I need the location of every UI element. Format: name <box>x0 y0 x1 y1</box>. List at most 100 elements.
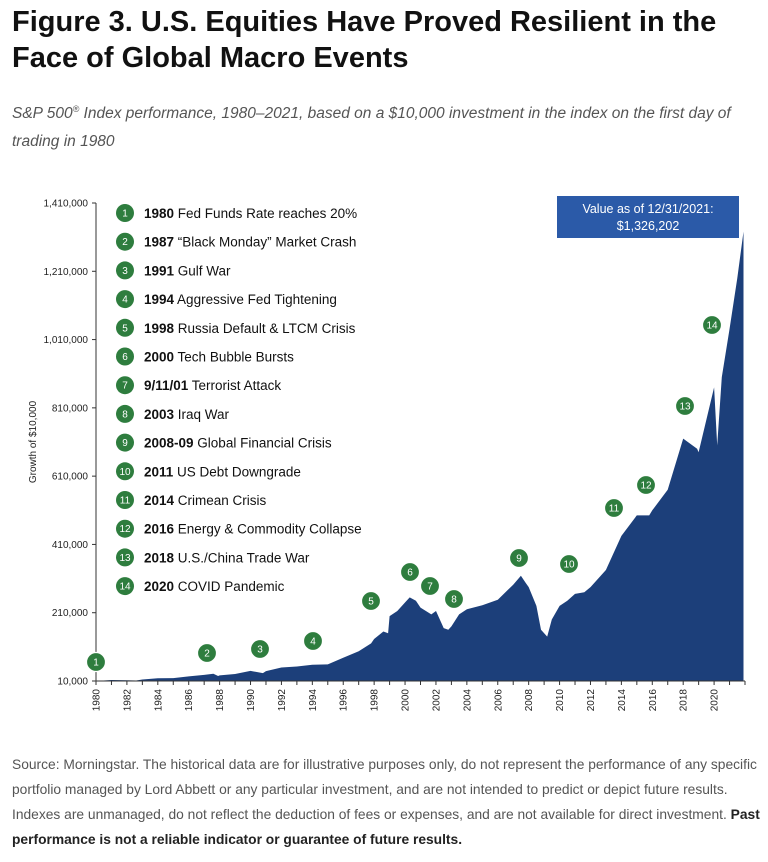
event-marker-number: 4 <box>310 637 316 648</box>
x-tick-label: 2018 <box>679 689 690 712</box>
x-tick-label: 2006 <box>493 689 504 712</box>
legend-item: 10 2011 US Debt Downgrade <box>116 462 301 481</box>
event-marker-badge <box>701 314 723 336</box>
final-value-amount: $1,326,202 <box>617 219 680 233</box>
event-marker-number: 1 <box>93 658 99 669</box>
final-value-date: Value as of 12/31/2021: <box>582 202 713 216</box>
event-marker-badge <box>302 630 324 652</box>
legend-item: 7 9/11/01 Terrorist Attack <box>116 376 281 395</box>
x-tick-label: 2008 <box>524 689 535 712</box>
legend-event-label: Fed Funds Rate reaches 20% <box>174 206 357 221</box>
y-tick-label: 410,000 <box>52 540 89 551</box>
legend-item: 8 2003 Iraq War <box>116 404 230 423</box>
legend-item: 13 2018 U.S./China Trade War <box>116 548 310 567</box>
legend-event-label: Iraq War <box>174 407 230 422</box>
legend-number-badge <box>116 519 134 538</box>
legend-event-text: 1987 “Black Monday” Market Crash <box>144 235 356 250</box>
event-marker-badge <box>85 651 107 673</box>
event-marker-number: 10 <box>563 560 575 571</box>
event-marker: 1 <box>85 651 107 673</box>
legend-number-badge <box>116 376 134 395</box>
final-value-callout: Value as of 12/31/2021: $1,326,202 <box>557 196 739 238</box>
event-marker: 9 <box>508 547 530 569</box>
legend-event-label: Tech Bubble Bursts <box>174 350 294 365</box>
legend-item: 9 2008-09 Global Financial Crisis <box>116 433 332 452</box>
legend-number-badge <box>116 347 134 366</box>
legend-event-text: 2000 Tech Bubble Bursts <box>144 350 294 365</box>
legend-event-text: 2011 US Debt Downgrade <box>144 464 301 479</box>
figure-title: Figure 3. U.S. Equities Have Proved Resi… <box>12 6 717 74</box>
event-marker-badge <box>360 590 382 612</box>
legend-number: 2 <box>122 237 128 248</box>
legend-number-badge <box>116 404 134 423</box>
event-marker-badge <box>399 561 421 583</box>
legend-number: 13 <box>119 553 131 564</box>
x-tick-label: 2010 <box>555 689 566 712</box>
event-marker-badge <box>635 474 657 496</box>
event-marker: 10 <box>558 553 580 575</box>
registered-mark: ® <box>72 104 80 114</box>
legend-event-year: 2014 <box>144 493 175 508</box>
legend-number: 4 <box>122 295 128 306</box>
x-tick-label: 1998 <box>370 689 381 712</box>
event-marker: 12 <box>635 474 657 496</box>
legend-event-label: Gulf War <box>174 263 231 278</box>
legend-number-badge <box>116 318 134 337</box>
legend-item: 5 1998 Russia Default & LTCM Crisis <box>116 318 356 337</box>
legend-item: 6 2000 Tech Bubble Bursts <box>116 347 294 366</box>
performance-disclaimer: Past performance is not a reliable indic… <box>12 807 760 847</box>
event-marker-badge <box>508 547 530 569</box>
x-tick-label: 1994 <box>308 689 319 712</box>
legend-event-year: 1994 <box>144 292 175 307</box>
legend-number: 10 <box>119 467 131 478</box>
legend-number-badge <box>116 577 134 596</box>
event-marker-badge <box>419 575 441 597</box>
x-tick-label: 1982 <box>122 689 133 712</box>
event-marker-number: 13 <box>679 402 691 413</box>
legend-event-text: 1994 Aggressive Fed Tightening <box>144 292 337 307</box>
x-tick-label: 1986 <box>184 689 195 712</box>
sp500-growth-area <box>96 231 744 681</box>
event-marker-badge <box>443 588 465 610</box>
legend-event-year: 1987 <box>144 235 174 250</box>
x-tick-label: 1988 <box>215 689 226 712</box>
legend-number: 6 <box>122 352 128 363</box>
event-marker-badge <box>196 642 218 664</box>
y-tick-label: 10,000 <box>57 677 88 688</box>
legend-number-badge <box>116 204 134 222</box>
legend-number: 11 <box>120 496 131 507</box>
event-marker: 13 <box>674 395 696 417</box>
legend-number: 1 <box>122 209 128 220</box>
event-marker-badge <box>603 497 625 519</box>
legend-number: 7 <box>122 381 128 392</box>
legend-event-year: 2003 <box>144 407 175 422</box>
legend-item: 14 2020 COVID Pandemic <box>116 577 285 596</box>
x-tick-label: 1990 <box>246 689 257 712</box>
legend-item: 4 1994 Aggressive Fed Tightening <box>116 290 337 309</box>
legend-event-label: COVID Pandemic <box>174 579 285 594</box>
x-tick-label: 2020 <box>710 689 721 712</box>
x-axis: 1980 1982 1984 1986 1988 1990 1992 1994 1996 1998… <box>92 680 746 712</box>
x-tick-label: 2000 <box>401 689 412 712</box>
legend-event-label: Terrorist Attack <box>188 378 281 393</box>
x-tick-label: 1984 <box>153 689 164 712</box>
legend-event-text: 9/11/01 Terrorist Attack <box>144 378 281 393</box>
legend-event-text: 2003 Iraq War <box>144 407 230 422</box>
legend-number-badge <box>116 232 134 251</box>
x-tick-label: 1992 <box>277 689 288 712</box>
event-marker: 11 <box>603 497 625 519</box>
y-tick-label: 1,010,000 <box>44 335 89 346</box>
x-tick-label: 2012 <box>586 689 597 712</box>
legend-event-text: 1991 Gulf War <box>144 263 231 278</box>
x-tick-label: 2002 <box>431 689 442 712</box>
legend-event-text: 2020 COVID Pandemic <box>144 579 285 594</box>
y-tick-label: 610,000 <box>52 472 89 483</box>
event-marker-badge <box>249 638 271 660</box>
legend-item: 11 2014 Crimean Crisis <box>116 491 267 509</box>
legend-event-text: 1980 Fed Funds Rate reaches 20% <box>144 206 357 221</box>
legend-event-year: 2020 <box>144 579 174 594</box>
event-marker-badge <box>674 395 696 417</box>
equities-area-chart: 10,000 210,000 410,000 610,000 810,000 1,010,… <box>28 196 746 712</box>
y-tick-label: 810,000 <box>52 403 89 414</box>
event-marker-number: 12 <box>640 481 652 492</box>
